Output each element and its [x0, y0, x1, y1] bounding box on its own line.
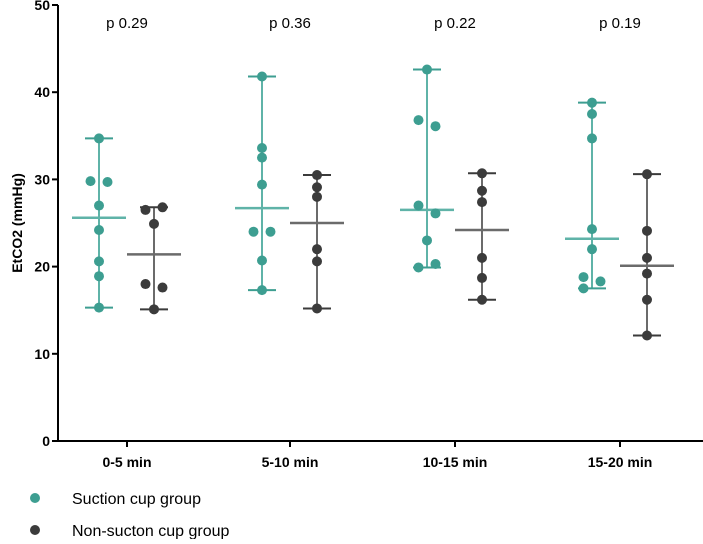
- data-point: [413, 200, 424, 211]
- data-point: [94, 271, 104, 282]
- data-point: [94, 256, 104, 267]
- p-value-annotation: p 0.19: [599, 15, 641, 32]
- legend-label: Non-sucton cup group: [72, 523, 230, 539]
- data-point: [595, 276, 606, 287]
- data-point: [157, 202, 168, 213]
- y-tick-label: 40: [34, 84, 50, 100]
- y-axis-label: EtCO2 (mmHg): [9, 173, 25, 273]
- data-point: [149, 218, 159, 229]
- data-point: [430, 208, 441, 219]
- data-point: [477, 197, 487, 208]
- y-tick-label: 10: [34, 346, 50, 362]
- data-point: [94, 133, 104, 144]
- data-point: [477, 272, 487, 283]
- x-tick-label: 10-15 min: [423, 454, 488, 470]
- data-point: [140, 279, 151, 290]
- p-value-annotation: p 0.22: [434, 15, 476, 32]
- data-point: [94, 302, 104, 313]
- data-point: [477, 185, 487, 196]
- data-point: [422, 235, 432, 246]
- data-point: [257, 71, 267, 82]
- data-point: [413, 262, 424, 273]
- data-point: [312, 170, 322, 181]
- data-point: [257, 179, 267, 190]
- data-point: [312, 256, 322, 267]
- p-value-annotation: p 0.36: [269, 15, 311, 32]
- data-point: [265, 226, 276, 237]
- data-point: [257, 255, 267, 266]
- data-point: [477, 168, 487, 179]
- data-point: [430, 258, 441, 269]
- data-point: [149, 304, 159, 315]
- data-point: [312, 191, 322, 202]
- data-point: [578, 272, 589, 283]
- data-point: [587, 224, 597, 235]
- data-point: [587, 97, 597, 108]
- data-point: [94, 224, 104, 235]
- x-tick-label: 5-10 min: [262, 454, 319, 470]
- y-tick-label: 0: [42, 433, 50, 449]
- data-point: [85, 176, 96, 187]
- data-point: [477, 294, 487, 305]
- y-tick-label: 20: [34, 259, 50, 275]
- data-point: [102, 177, 113, 188]
- data-point: [642, 252, 652, 263]
- data-point: [587, 109, 597, 119]
- data-point: [140, 204, 151, 215]
- data-point: [430, 121, 441, 132]
- y-tick-label: 50: [34, 0, 50, 13]
- data-point: [248, 226, 259, 237]
- p-value-annotation: p 0.29: [106, 15, 148, 32]
- data-point: [422, 64, 432, 75]
- data-point: [94, 200, 104, 211]
- x-tick-label: 0-5 min: [102, 454, 151, 470]
- data-point: [587, 133, 597, 144]
- data-point: [477, 252, 487, 263]
- data-point: [312, 244, 322, 255]
- data-point: [157, 282, 168, 293]
- data-point: [642, 330, 652, 341]
- data-point: [312, 303, 322, 314]
- data-point: [257, 143, 267, 154]
- data-point: [312, 182, 322, 193]
- data-point: [587, 244, 597, 255]
- data-point: [642, 225, 652, 236]
- legend-marker: [30, 525, 40, 535]
- data-point: [642, 294, 652, 305]
- data-point: [642, 169, 652, 180]
- data-point: [257, 152, 267, 163]
- data-point: [642, 268, 652, 279]
- x-tick-label: 15-20 min: [588, 454, 653, 470]
- data-point: [257, 285, 267, 296]
- data-point: [413, 115, 424, 126]
- data-point: [578, 283, 589, 294]
- legend-marker: [30, 493, 40, 503]
- legend-label: Suction cup group: [72, 491, 201, 508]
- y-tick-label: 30: [34, 171, 50, 187]
